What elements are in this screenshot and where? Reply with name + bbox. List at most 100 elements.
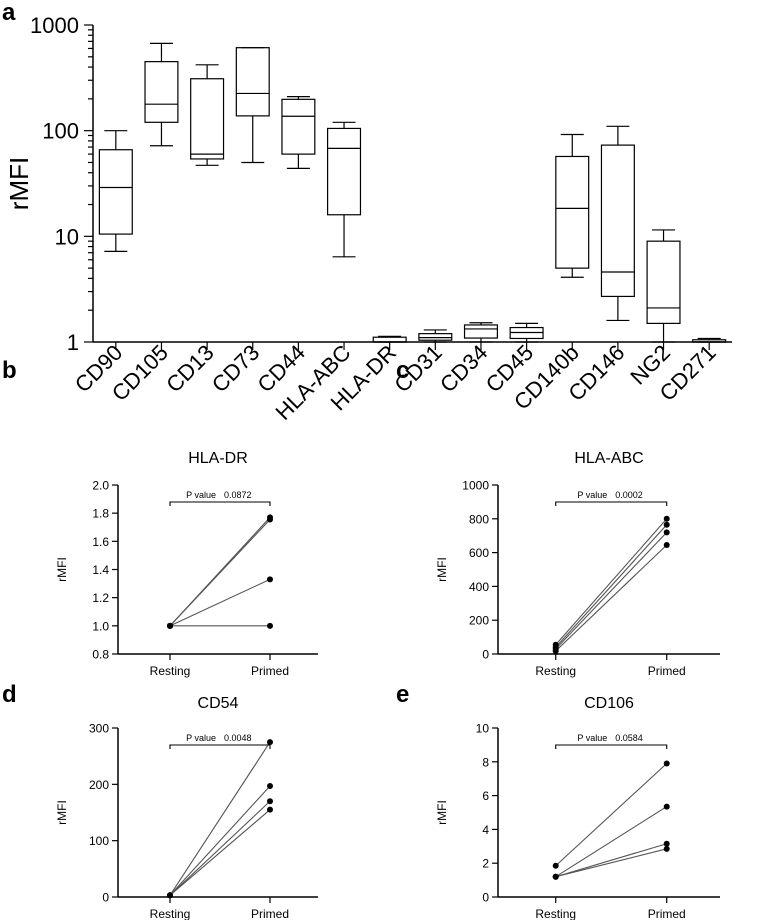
y-tick-label: 2 bbox=[482, 857, 489, 871]
iqr-rect bbox=[190, 78, 225, 160]
y-tick-label: 1.6 bbox=[92, 535, 109, 549]
panel-letter-b: b bbox=[2, 357, 17, 384]
y-axis-label: rMFI bbox=[435, 557, 449, 582]
box-cd271 bbox=[692, 337, 727, 343]
pair-line bbox=[169, 800, 271, 896]
pair-line bbox=[555, 806, 668, 878]
pvalue-label: P value bbox=[577, 733, 607, 743]
pair-line bbox=[555, 843, 667, 878]
panel-letter-d: d bbox=[2, 681, 17, 708]
point-resting bbox=[552, 647, 559, 654]
significance-bracket bbox=[555, 744, 668, 749]
pair-line bbox=[555, 524, 668, 648]
box-plot-a: 1101001000rMFICD90CD105CD13CD73CD44HLA-A… bbox=[4, 13, 732, 425]
point-primed bbox=[267, 739, 273, 746]
pvalue-value: 0.0002 bbox=[615, 490, 643, 500]
y-tick-label: 10 bbox=[476, 722, 490, 736]
box-cd73 bbox=[235, 47, 270, 164]
y-tick-label: 100 bbox=[89, 834, 109, 848]
paired-plot-b: HLA-DR 0.8 1.0 1.2 1.4 1.6 1.8 2.0 rMFI Resting Pr… bbox=[55, 450, 318, 678]
point-resting bbox=[552, 862, 559, 869]
y-tick-label: 200 bbox=[469, 614, 489, 628]
y-axis-label: rMFI bbox=[55, 557, 69, 582]
box-cd44 bbox=[281, 96, 316, 169]
y-tick-label: 600 bbox=[469, 546, 489, 560]
x-tick-label: CD13 bbox=[161, 340, 218, 397]
box-cd90 bbox=[98, 130, 133, 253]
y-tick-label: 8 bbox=[482, 755, 489, 769]
box-cd146 bbox=[600, 125, 635, 322]
y-tick-label: 0 bbox=[102, 891, 109, 905]
significance-bracket bbox=[169, 744, 271, 749]
pair-line bbox=[555, 518, 668, 646]
x-tick-label: Primed bbox=[648, 664, 686, 678]
significance-bracket bbox=[169, 501, 271, 506]
iqr-rect bbox=[600, 144, 635, 298]
y-tick-label: 400 bbox=[469, 580, 489, 594]
y-tick-label: 10 bbox=[55, 224, 79, 249]
box-cd45 bbox=[509, 322, 544, 343]
point-resting bbox=[167, 622, 173, 629]
x-tick-label: Resting bbox=[535, 907, 576, 920]
significance-bracket bbox=[555, 501, 668, 506]
x-tick-label: Resting bbox=[150, 664, 191, 678]
chart-title: HLA-ABC bbox=[574, 450, 643, 467]
iqr-rect bbox=[555, 155, 590, 269]
y-tick-label: 6 bbox=[482, 789, 489, 803]
paired-plot-d: CD54 0 100 200 300 rMFI Resting Primed P value 0.… bbox=[55, 695, 318, 920]
iqr-rect bbox=[327, 127, 362, 216]
y-tick-label: 0 bbox=[482, 891, 489, 905]
pair-line bbox=[169, 809, 271, 896]
pair-line bbox=[169, 519, 271, 627]
box-cd105 bbox=[144, 42, 179, 147]
point-primed bbox=[663, 529, 670, 536]
pair-line bbox=[555, 848, 667, 878]
y-tick-label: 1.2 bbox=[92, 591, 109, 605]
y-tick-label: 100 bbox=[42, 119, 79, 144]
point-primed bbox=[267, 516, 273, 523]
y-tick-label: 0 bbox=[482, 648, 489, 662]
point-primed bbox=[267, 806, 273, 813]
point-primed bbox=[267, 576, 273, 583]
chart-title: CD54 bbox=[198, 695, 239, 712]
panel-letter-e: e bbox=[396, 681, 409, 708]
point-primed bbox=[267, 798, 273, 805]
box-cd31 bbox=[418, 329, 453, 343]
chart-title: HLA-DR bbox=[188, 450, 248, 467]
box-cd140b bbox=[555, 133, 590, 278]
x-tick-label: CD73 bbox=[207, 340, 264, 397]
y-tick-label: 1 bbox=[67, 330, 79, 355]
point-primed bbox=[663, 541, 670, 548]
panel-letter-c: c bbox=[396, 357, 409, 384]
x-tick-label: Resting bbox=[535, 664, 576, 678]
iqr-rect bbox=[463, 324, 498, 339]
pair-line bbox=[555, 763, 668, 867]
box-cd34 bbox=[463, 322, 498, 343]
pvalue-label: P value bbox=[577, 490, 607, 500]
point-primed bbox=[663, 760, 670, 767]
pvalue-value: 0.0048 bbox=[224, 733, 252, 743]
iqr-rect bbox=[235, 47, 270, 117]
point-primed bbox=[663, 521, 670, 528]
x-tick-label: Resting bbox=[150, 907, 191, 920]
pvalue-label: P value bbox=[186, 733, 216, 743]
y-tick-label: 0.8 bbox=[92, 648, 109, 662]
iqr-rect bbox=[418, 333, 453, 341]
x-tick-label: Primed bbox=[648, 907, 686, 920]
box-hla-abc bbox=[327, 121, 362, 258]
y-tick-label: 1.0 bbox=[92, 619, 109, 633]
box-hla-dr bbox=[372, 335, 407, 343]
iqr-rect bbox=[144, 61, 179, 123]
point-resting bbox=[167, 892, 173, 899]
y-axis-label: rMFI bbox=[55, 800, 69, 825]
iqr-rect bbox=[646, 240, 681, 324]
x-tick-label: CD34 bbox=[435, 340, 492, 397]
pair-line bbox=[169, 785, 271, 896]
point-primed bbox=[663, 515, 670, 522]
pvalue-value: 0.0584 bbox=[615, 733, 643, 743]
y-tick-label: 1.8 bbox=[92, 507, 109, 521]
y-axis-label: rMFI bbox=[4, 157, 34, 210]
pvalue-label: P value bbox=[186, 490, 216, 500]
pvalue-value: 0.0872 bbox=[224, 490, 252, 500]
